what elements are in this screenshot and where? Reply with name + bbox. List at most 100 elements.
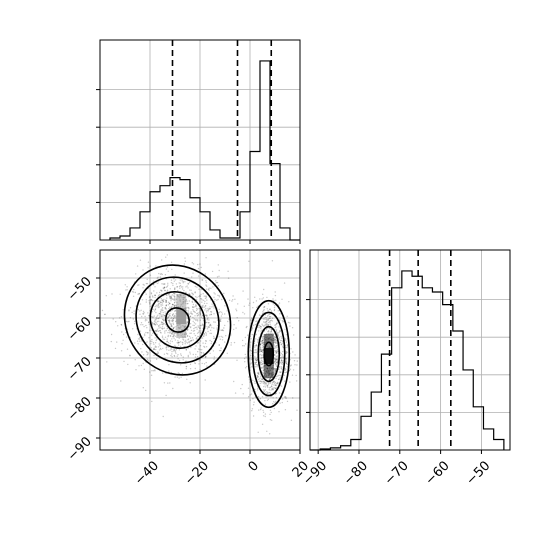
scatter-point [152,308,154,311]
scatter-point [164,332,166,334]
scatter-point [172,313,175,315]
scatter-point [279,371,281,373]
scatter-point [260,343,262,345]
scatter-point [188,313,190,316]
scatter-point [260,327,262,329]
scatter-point [206,309,208,311]
scatter-point [174,287,176,289]
scatter-point [265,396,267,398]
density-cell [176,294,187,308]
scatter-point [129,317,132,319]
scatter-point [271,383,273,385]
scatter-point [164,289,166,292]
scatter-x-tick-labels: −40 −20 0 20 [132,458,312,488]
scatter-point [259,346,262,348]
scatter-point [157,351,159,353]
scatter-point [275,299,277,301]
scatter-point [174,293,176,295]
scatter-point [151,334,153,336]
scatter-point [170,300,172,302]
scatter-point [143,325,145,328]
scatter-point [273,345,275,347]
scatter-point [173,278,175,280]
scatter-point [159,329,161,332]
scatter-point [197,275,200,277]
scatter-point [233,380,235,383]
scatter-point [292,369,295,371]
scatter-point [145,293,147,295]
scatter-point [144,334,146,337]
scatter-point [164,324,167,326]
scatter-point [238,320,240,322]
scatter-point [209,306,211,308]
scatter-point [236,317,238,319]
scatter-point [270,331,272,333]
scatter-point [200,298,203,300]
scatter-point [268,387,271,389]
scatter-point [195,309,198,312]
scatter-point [278,374,280,376]
scatter-point [269,315,272,318]
scatter-point [157,330,159,333]
scatter-point [170,323,172,325]
scatter-point [200,330,202,332]
scatter-point [250,350,252,352]
contour-line [263,341,275,367]
scatter-point [241,383,243,386]
scatter-point [146,327,148,329]
scatter-point [205,321,207,324]
scatter-point [226,352,228,354]
scatter-point [152,316,154,318]
scatter-point [203,295,205,297]
scatter-point [250,349,252,351]
scatter-point [191,300,193,303]
scatter-point [167,341,170,344]
scatter-point [177,344,180,346]
scatter-point [189,323,192,325]
scatter-point [196,308,199,310]
scatter-point [285,397,287,400]
scatter-point [165,299,168,302]
scatter-point [275,358,277,360]
scatter-point [166,310,168,312]
scatter-point [196,315,198,317]
scatter-point [277,348,279,351]
scatter-point [173,317,175,320]
scatter-point [173,280,175,282]
scatter-point [154,345,157,347]
scatter-point [286,315,288,317]
scatter-point [114,347,117,350]
scatter-point [289,368,292,370]
x-tick-label: −20 [182,458,212,488]
scatter-point [285,339,287,341]
scatter-point [275,345,278,347]
scatter-point [207,326,209,328]
scatter-point [177,354,179,356]
y-tick-label: −50 [65,274,95,304]
scatter-point [292,397,294,399]
scatter-point [177,342,179,344]
scatter-point [272,397,274,399]
scatter-point [287,321,290,324]
scatter-point [275,342,277,344]
scatter-point [190,312,192,314]
scatter-point [175,283,178,285]
scatter-point [256,341,259,343]
scatter-point [176,342,178,344]
scatter-point [192,306,194,308]
scatter-point [261,342,263,344]
scatter-point [264,382,267,384]
scatter-point [158,272,160,275]
scatter-point [157,314,159,316]
scatter-point [289,322,291,324]
scatter-point [267,324,269,326]
scatter-point [180,376,182,378]
scatter-point [294,364,296,366]
scatter-point [154,369,156,371]
scatter-point [199,310,202,312]
scatter-point [262,324,264,326]
scatter-point [281,363,283,365]
scatter-point [165,347,167,349]
scatter-point [261,298,263,300]
scatter-point [199,263,201,265]
